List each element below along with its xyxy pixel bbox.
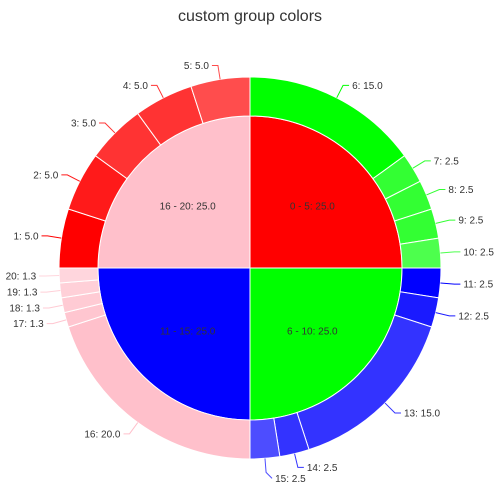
outer-slice-17-1-3-label: 17: 1.3 bbox=[13, 319, 44, 330]
outer-slice-4-5-0-label: 4: 5.0 bbox=[123, 81, 148, 92]
outer-slice-16-20-0-label: 16: 20.0 bbox=[84, 429, 121, 440]
outer-slice-8-2-5-leader bbox=[426, 189, 446, 196]
outer-slice-5-5-0-label: 5: 5.0 bbox=[184, 61, 209, 72]
outer-slice-6-15-0-label: 6: 15.0 bbox=[352, 81, 383, 92]
outer-slice-20-1-3[interactable] bbox=[58, 267, 100, 284]
outer-slice-8-2-5-label: 8: 2.5 bbox=[448, 185, 473, 196]
outer-slice-5-5-0[interactable] bbox=[190, 76, 251, 125]
outer-slice-13-15-0-leader bbox=[384, 402, 401, 414]
outer-slice-7-2-5-leader bbox=[412, 160, 431, 169]
outer-slice-1-5-0-label: 1: 5.0 bbox=[13, 231, 38, 242]
outer-labels: 6: 15.0 7: 2.5 8: 2.5 9: 2.5 10: 2.5 11: 2.5 1… bbox=[6, 61, 495, 485]
outer-slice-15-2-5-label: 15: 2.5 bbox=[275, 474, 306, 485]
outer-slice-10-2-5-leader bbox=[440, 251, 461, 254]
outer-slice-9-2-5-label: 9: 2.5 bbox=[458, 216, 483, 227]
outer-ring bbox=[58, 76, 442, 460]
outer-slice-12-2-5-leader bbox=[435, 312, 456, 317]
outer-slice-11-2-5-leader bbox=[440, 282, 461, 285]
outer-slice-13-15-0-label: 13: 15.0 bbox=[404, 408, 441, 419]
outer-slice-2-5-0-leader bbox=[61, 174, 81, 182]
outer-slice-17-1-3-leader bbox=[46, 319, 67, 325]
outer-slice-19-1-3-leader bbox=[40, 289, 61, 293]
inner-slice-11-15-25-0-label: 11 - 15: 25.0 bbox=[160, 326, 216, 337]
outer-slice-1-5-0-leader bbox=[41, 235, 62, 239]
outer-slice-11-2-5-label: 11: 2.5 bbox=[463, 280, 493, 291]
outer-slice-18-1-3-leader bbox=[42, 304, 63, 309]
outer-slice-9-2-5-leader bbox=[435, 219, 456, 224]
inner-labels: 0 - 5: 25.0 6 - 10: 25.0 11 - 15: 25.0 16 -… bbox=[160, 202, 338, 338]
outer-slice-3-5-0-label: 3: 5.0 bbox=[71, 119, 96, 130]
outer-slice-2-5-0-label: 2: 5.0 bbox=[33, 170, 58, 181]
outer-slice-19-1-3-label: 19: 1.3 bbox=[7, 288, 38, 299]
outer-slice-15-2-5-leader bbox=[264, 458, 273, 479]
outer-slice-14-2-5-leader bbox=[294, 453, 304, 468]
inner-slice-6-10-25-0-label: 6 - 10: 25.0 bbox=[287, 326, 338, 337]
outer-slice-18-1-3-label: 18: 1.3 bbox=[9, 303, 40, 314]
outer-slice-20-1-3-label: 20: 1.3 bbox=[6, 272, 37, 283]
outer-slice-5-5-0-leader bbox=[211, 65, 221, 80]
outer-slice-6-15-0-leader bbox=[336, 84, 350, 99]
outer-slice-3-5-0-leader bbox=[99, 122, 116, 134]
outer-slice-12-2-5-label: 12: 2.5 bbox=[458, 311, 489, 322]
outer-slice-16-20-0-leader bbox=[123, 422, 139, 435]
inner-slice-0-5-25-0-label: 0 - 5: 25.0 bbox=[290, 202, 335, 213]
inner-slice-16-20-25-0-label: 16 - 20: 25.0 bbox=[160, 202, 217, 213]
inner-ring bbox=[97, 115, 403, 421]
outer-slice-14-2-5-label: 14: 2.5 bbox=[307, 463, 338, 474]
chart-title: custom group colors bbox=[177, 8, 323, 25]
outer-slice-10-2-5-label: 10: 2.5 bbox=[463, 247, 494, 258]
outer-slice-7-2-5-label: 7: 2.5 bbox=[434, 156, 459, 167]
outer-slice-4-5-0-leader bbox=[150, 84, 164, 99]
outer-slice-20-1-3-leader bbox=[39, 274, 60, 277]
